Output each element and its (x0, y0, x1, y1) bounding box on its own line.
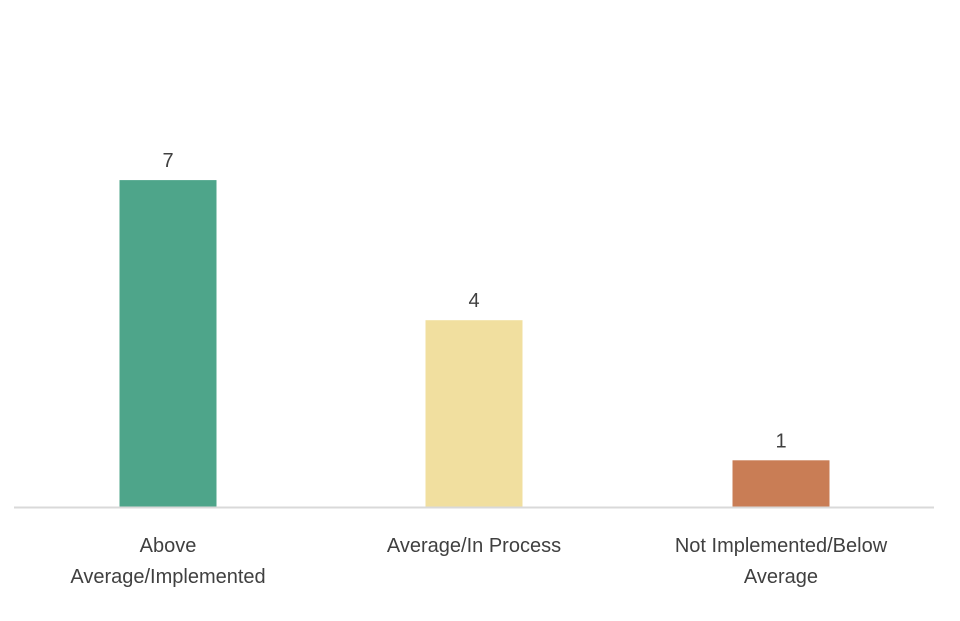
bar-0 (119, 180, 217, 507)
x-tick-label-2-line-0: Not Implemented/Below (675, 535, 888, 557)
data-label-2: 1 (775, 430, 786, 452)
data-labels-group: 7 4 1 (162, 150, 786, 452)
x-tick-label-1-line-0: Average/In Process (387, 535, 561, 557)
x-tick-label-1: Average/In Process (387, 535, 561, 557)
x-tick-label-0: Above Average/Implemented (70, 535, 265, 588)
x-tick-label-0-line-1: Average/Implemented (70, 566, 265, 588)
x-tick-label-2: Not Implemented/Below Average (675, 535, 888, 588)
data-label-1: 4 (468, 290, 479, 312)
x-tick-label-0-line-0: Above (140, 535, 197, 557)
x-tick-label-2-line-1: Average (744, 566, 818, 588)
bars-group (119, 180, 830, 507)
data-label-0: 7 (162, 150, 173, 172)
bar-2 (732, 460, 830, 507)
bar-1 (425, 320, 523, 507)
x-tick-labels-group: Above Average/Implemented Average/In Proce… (70, 535, 887, 588)
